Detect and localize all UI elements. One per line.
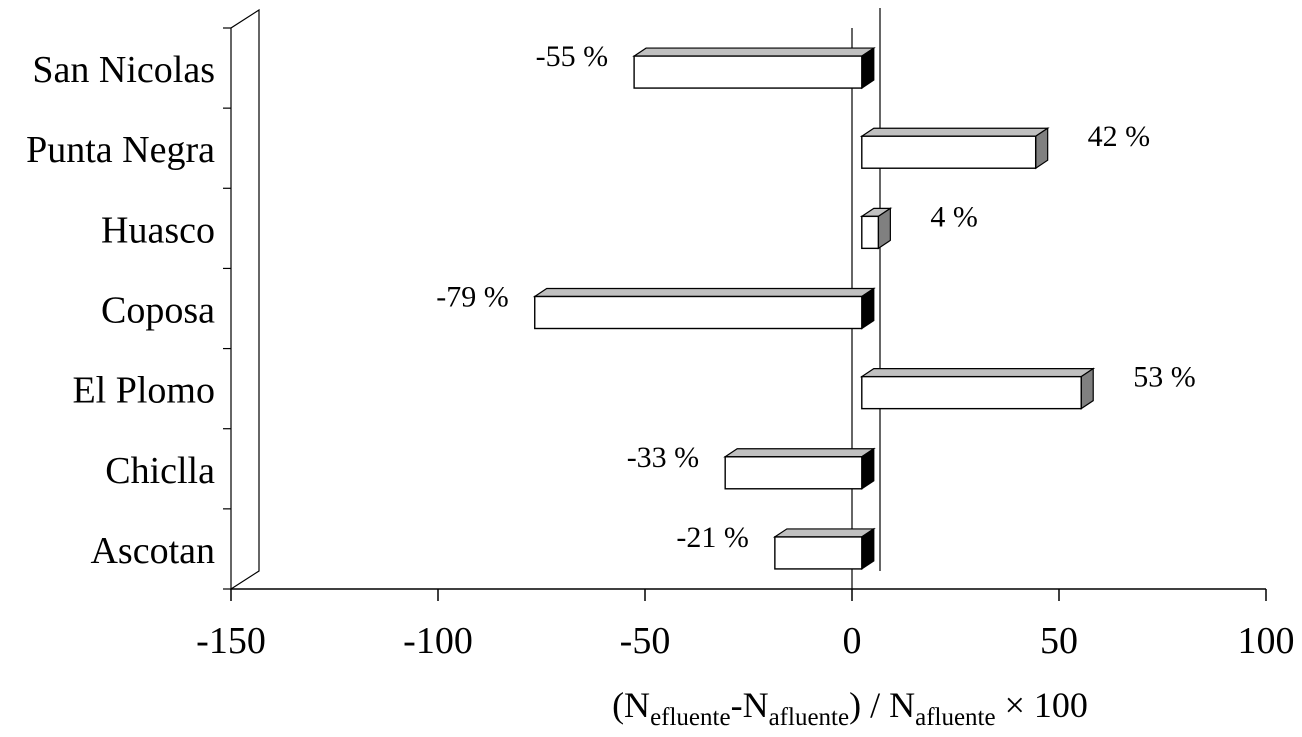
data-label: 53 %: [1133, 361, 1196, 394]
bars-group: [532, 46, 1096, 571]
category-label: El Plomo: [72, 370, 215, 412]
bar-top-face: [772, 528, 876, 538]
category-label: Ascotan: [90, 530, 215, 572]
category-label: Punta Negra: [26, 129, 215, 171]
data-label: -55 %: [536, 40, 608, 73]
data-label: -21 %: [676, 521, 748, 554]
category-label: Huasco: [101, 209, 215, 251]
category-label: San Nicolas: [32, 49, 215, 91]
left-wall: [230, 8, 260, 591]
chart-frame: [223, 8, 1267, 601]
x-tick-label: 0: [843, 620, 862, 662]
data-labels: -55 % 42 % 4 % -79 % 53 % -33 % -21 %: [436, 40, 1195, 554]
bar-top-face: [632, 47, 876, 57]
data-label: -79 %: [436, 281, 508, 314]
x-tick-label: -100: [403, 620, 473, 662]
bar: [534, 295, 863, 330]
x-tick-label: 50: [1040, 620, 1078, 662]
x-tick-label: -150: [196, 620, 266, 662]
category-labels: San Nicolas Punta Negra Huasco Coposa El Plo…: [26, 49, 215, 572]
bar: [724, 456, 863, 490]
data-label: 42 %: [1088, 120, 1151, 153]
tick-labels: -150 -100 -50 0 50 100: [196, 620, 1294, 662]
bar-top-face: [859, 127, 1050, 137]
data-label: 4 %: [930, 200, 978, 233]
x-axis-label: (Nefluente-Nafluente) / Nafluente × 100: [612, 685, 1088, 731]
bar: [633, 55, 863, 89]
category-label: Coposa: [101, 290, 215, 332]
bar-top-face: [723, 448, 876, 458]
bar-top-face: [532, 287, 876, 298]
bar: [774, 536, 863, 570]
bar-top-face: [859, 368, 1096, 378]
data-label: -33 %: [627, 441, 699, 474]
bar: [861, 215, 880, 250]
bar: [861, 375, 1082, 410]
x-tick-label: -50: [620, 620, 671, 662]
bar: [861, 135, 1037, 169]
category-label: Chiclla: [105, 450, 215, 492]
x-tick-label: 100: [1238, 620, 1295, 662]
